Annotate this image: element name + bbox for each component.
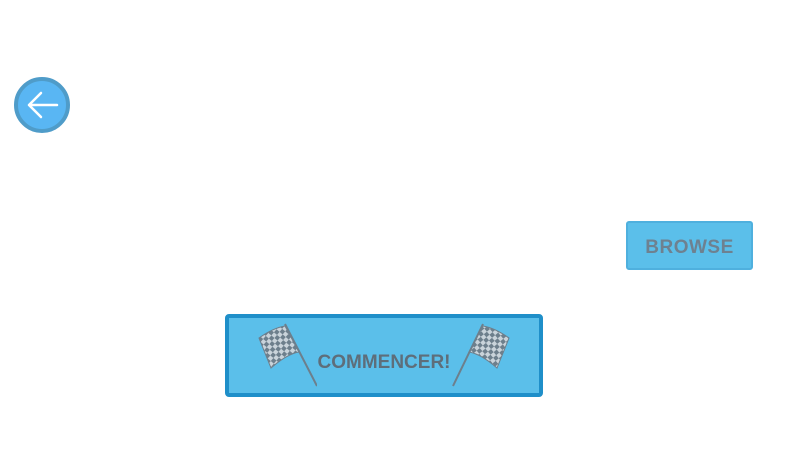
arrow-left-icon <box>27 91 59 119</box>
start-button-label: COMMENCER! <box>317 352 451 373</box>
start-button[interactable]: COMMENCER! <box>225 314 543 397</box>
checkered-flag-icon <box>258 323 317 387</box>
checkered-flag-icon <box>452 323 510 387</box>
back-button[interactable] <box>14 77 70 133</box>
browse-button[interactable]: BROWSE <box>626 221 753 270</box>
browse-button-label: BROWSE <box>645 236 734 258</box>
